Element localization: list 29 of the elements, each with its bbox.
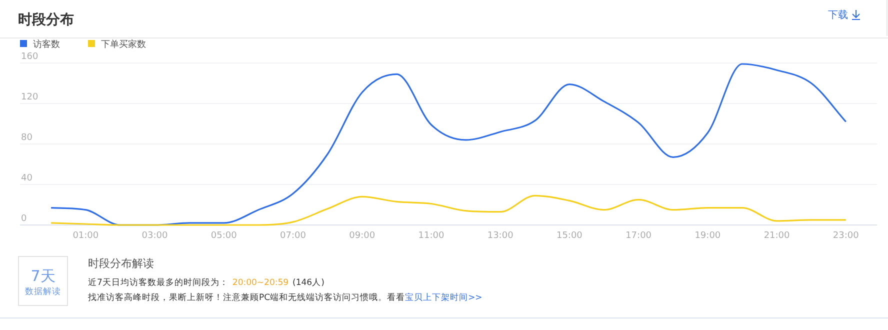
text: (146人) xyxy=(292,277,324,288)
legend-label: 下单买家数 xyxy=(101,39,146,50)
x-tick-label: 07:00 xyxy=(280,231,306,241)
x-tick-label: 23:00 xyxy=(832,231,860,241)
chart-title: 时段分布 xyxy=(18,12,74,28)
x-tick-label: 21:00 xyxy=(764,231,790,241)
y-tick-label: 160 xyxy=(21,52,38,62)
x-tick-label: 15:00 xyxy=(556,231,583,241)
text: 近7天日均访客数最多的时间段为： xyxy=(88,277,228,288)
x-tick-label: 11:00 xyxy=(418,231,444,241)
x-tick-label: 13:00 xyxy=(487,231,514,241)
text: 时段分布解读 xyxy=(88,257,154,270)
text: 下载 xyxy=(828,9,848,21)
text: 20:00~20:59 xyxy=(232,278,289,288)
text: 找准访客高峰时段，果断上新呀！注意兼顾PC端和无线端访客访问习惯哦。看看 xyxy=(87,292,406,303)
y-tick-label: 0 xyxy=(21,214,27,224)
legend-label: 访客数 xyxy=(33,39,60,50)
x-tick-label: 17:00 xyxy=(626,231,652,241)
x-tick-label: 03:00 xyxy=(142,231,168,241)
y-tick-label: 80 xyxy=(21,133,33,143)
text: 7天 xyxy=(30,267,56,285)
text: 宝贝上下架时间>> xyxy=(405,292,482,303)
text: 数据解读 xyxy=(25,286,61,297)
x-tick-label: 01:00 xyxy=(72,231,99,241)
x-tick-label: 09:00 xyxy=(349,231,376,241)
y-tick-label: 40 xyxy=(21,174,33,184)
x-tick-label: 19:00 xyxy=(694,231,721,241)
x-tick-label: 05:00 xyxy=(210,231,238,241)
y-tick-label: 120 xyxy=(21,92,38,102)
